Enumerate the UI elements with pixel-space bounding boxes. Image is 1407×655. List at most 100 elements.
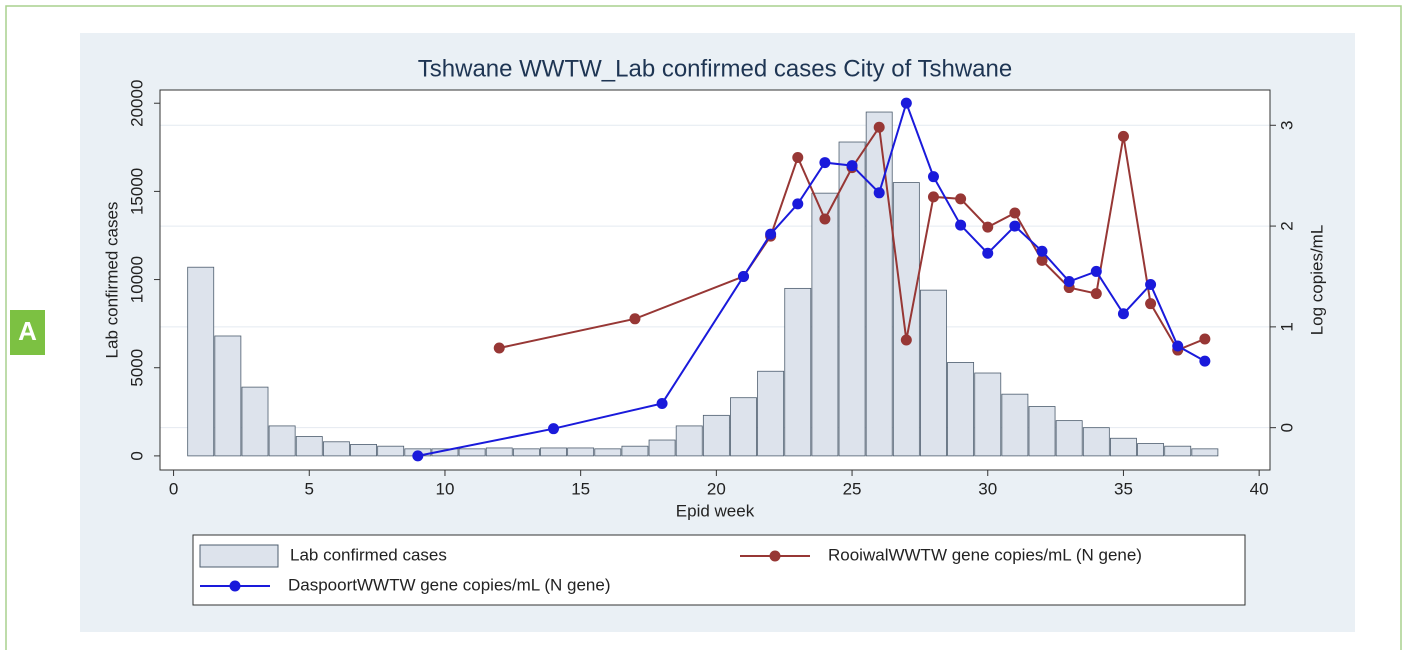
point bbox=[1145, 298, 1157, 310]
y2-tick-label: 2 bbox=[1277, 221, 1296, 230]
point bbox=[1117, 308, 1129, 320]
bar bbox=[377, 445, 405, 457]
point bbox=[412, 450, 424, 462]
legend-marker bbox=[769, 550, 781, 562]
bar bbox=[1137, 443, 1165, 457]
bar bbox=[1001, 393, 1029, 457]
bar bbox=[865, 111, 893, 457]
point bbox=[765, 228, 777, 240]
x-tick-label: 40 bbox=[1250, 479, 1269, 498]
point bbox=[927, 171, 939, 183]
point bbox=[792, 152, 804, 164]
point bbox=[1090, 288, 1102, 300]
x-axis-title: Epid week bbox=[676, 501, 755, 520]
bar bbox=[1082, 427, 1110, 457]
y-tick-label: 0 bbox=[127, 451, 146, 460]
legend bbox=[192, 534, 1246, 606]
frame bbox=[5, 5, 1402, 655]
point bbox=[1117, 130, 1129, 142]
point bbox=[493, 342, 505, 354]
bar bbox=[458, 448, 486, 457]
bar bbox=[702, 414, 730, 457]
point bbox=[1199, 355, 1211, 367]
plot-area bbox=[160, 90, 1270, 470]
legend-label: Lab confirmed cases bbox=[290, 545, 447, 564]
bar bbox=[268, 425, 296, 457]
point bbox=[548, 423, 560, 435]
series-line bbox=[499, 124, 1206, 352]
y2-tick-label: 0 bbox=[1277, 423, 1296, 432]
bar bbox=[811, 192, 839, 457]
bar bbox=[1055, 420, 1083, 457]
point bbox=[846, 160, 858, 172]
point bbox=[1172, 340, 1184, 352]
bar bbox=[974, 372, 1002, 457]
point bbox=[1145, 279, 1157, 291]
point bbox=[900, 334, 912, 346]
bar bbox=[757, 370, 785, 457]
bar bbox=[920, 289, 947, 457]
x-tick-label: 25 bbox=[843, 479, 862, 498]
bar bbox=[648, 439, 676, 457]
bar bbox=[540, 447, 567, 457]
point bbox=[737, 270, 749, 282]
legend-swatch bbox=[199, 544, 279, 568]
point bbox=[900, 97, 912, 109]
point bbox=[656, 397, 668, 409]
y2-tick-label: 1 bbox=[1277, 322, 1296, 331]
y-tick-label: 5000 bbox=[127, 349, 146, 387]
point bbox=[1063, 276, 1075, 288]
bar bbox=[512, 448, 540, 457]
point bbox=[1009, 220, 1021, 232]
x-tick-label: 5 bbox=[305, 479, 314, 498]
y-tick-label: 15000 bbox=[127, 168, 146, 215]
x-tick-label: 30 bbox=[978, 479, 997, 498]
bar bbox=[675, 425, 703, 457]
plot-frame bbox=[159, 89, 1271, 471]
chart-title: Tshwane WWTW_Lab confirmed cases City of… bbox=[418, 55, 1012, 82]
panel-label: A bbox=[18, 316, 37, 346]
x-tick-label: 15 bbox=[571, 479, 590, 498]
legend-label: RooiwalWWTW gene copies/mL (N gene) bbox=[828, 545, 1142, 564]
panel-badge bbox=[10, 310, 45, 355]
point bbox=[927, 191, 939, 203]
bar bbox=[214, 335, 242, 457]
point bbox=[819, 157, 831, 169]
point bbox=[982, 221, 994, 233]
y-tick-label: 20000 bbox=[127, 80, 146, 127]
y2-tick-label: 3 bbox=[1277, 121, 1296, 130]
y-axis-title: Lab confirmed cases bbox=[102, 202, 121, 359]
bar bbox=[295, 436, 323, 457]
y2-axis-title: Log copies/mL bbox=[1307, 225, 1326, 336]
bar bbox=[350, 444, 377, 457]
point bbox=[873, 187, 885, 199]
point bbox=[1090, 265, 1102, 277]
point bbox=[1036, 254, 1048, 266]
point bbox=[873, 121, 885, 133]
bar bbox=[594, 448, 622, 457]
bar bbox=[1164, 445, 1192, 457]
point bbox=[1009, 207, 1021, 219]
bar bbox=[1028, 406, 1056, 457]
point bbox=[819, 213, 831, 225]
bar bbox=[838, 141, 866, 457]
x-tick-label: 10 bbox=[436, 479, 455, 498]
point bbox=[955, 219, 967, 231]
bar bbox=[621, 445, 649, 457]
x-tick-label: 35 bbox=[1114, 479, 1133, 498]
bar bbox=[485, 447, 513, 457]
legend-marker bbox=[229, 580, 241, 592]
bar bbox=[1191, 448, 1219, 457]
legend-label: DaspoortWWTW gene copies/mL (N gene) bbox=[288, 575, 610, 594]
point bbox=[1036, 245, 1048, 257]
bar bbox=[241, 386, 269, 457]
bar bbox=[892, 182, 920, 457]
bar bbox=[567, 447, 595, 457]
point bbox=[955, 193, 967, 205]
point bbox=[792, 198, 804, 210]
bar bbox=[730, 397, 757, 457]
bar bbox=[784, 287, 812, 457]
x-tick-label: 20 bbox=[707, 479, 726, 498]
point bbox=[1199, 333, 1211, 345]
